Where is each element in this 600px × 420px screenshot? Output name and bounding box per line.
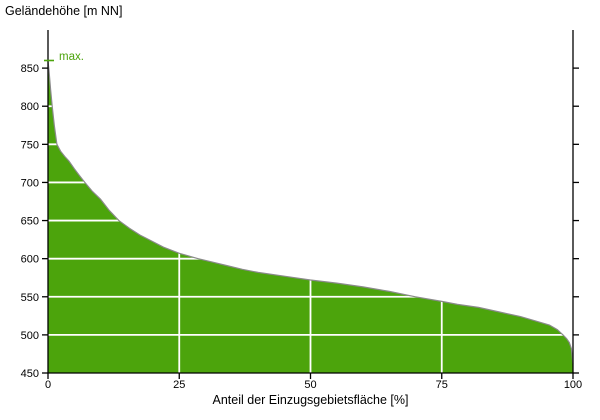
max-elevation-label: max. [59,51,84,63]
y-tick-label: 500 [21,330,39,342]
y-tick-label: 800 [21,101,39,113]
elevation-curve-outline [47,61,574,364]
y-tick-label: 600 [21,254,39,266]
x-tick-label: 25 [173,379,185,391]
x-axis-title: Anteil der Einzugsgebietsfläche [%] [212,393,409,407]
y-tick-label: 750 [21,139,39,151]
y-axis-title: Geländehöhe [m NN] [5,4,123,18]
y-tick-label: 650 [21,216,39,228]
y-tick-label: 700 [21,177,39,189]
y-tick-label: 850 [21,63,39,75]
y-tick-label: 550 [21,292,39,304]
x-tick-label: 100 [564,379,582,391]
x-tick-label: 0 [45,379,51,391]
x-tick-label: 50 [304,379,316,391]
x-tick-label: 75 [436,379,448,391]
y-tick-label: 450 [21,368,39,380]
axes [42,30,579,379]
